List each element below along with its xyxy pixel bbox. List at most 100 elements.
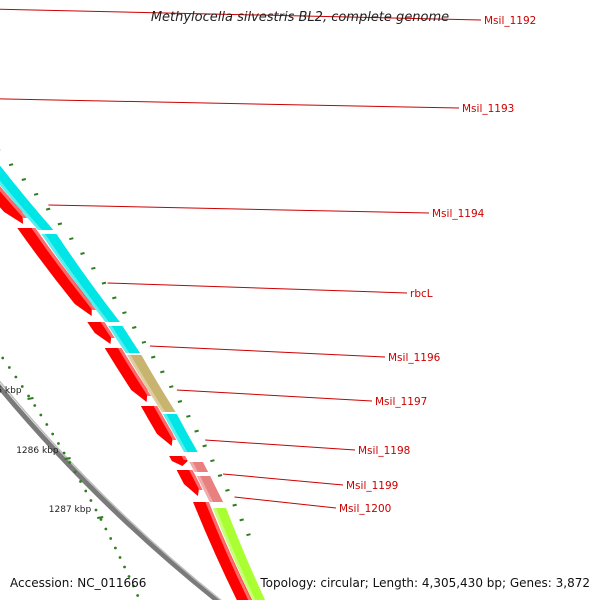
gene-label: Msil_1192 bbox=[484, 15, 536, 27]
gene-label: Msil_1197 bbox=[375, 396, 427, 408]
reverse-gene-shade-6 bbox=[162, 414, 188, 452]
scale-dot bbox=[45, 423, 49, 426]
gene-label: Msil_1193 bbox=[462, 103, 514, 115]
gene-leader-line bbox=[0, 98, 460, 109]
reverse-gene-shade-3 bbox=[41, 234, 110, 322]
gene-label: Msil_1198 bbox=[358, 445, 410, 457]
genome-backbone-highlight bbox=[0, 380, 222, 600]
scale-major-tick bbox=[97, 516, 104, 519]
scale-dot bbox=[109, 537, 113, 540]
scale-dash bbox=[246, 533, 251, 537]
scale-dot bbox=[99, 518, 103, 521]
scale-dot bbox=[1, 356, 5, 360]
reverse-gene-shade-5 bbox=[127, 355, 166, 412]
gene-leader-line bbox=[234, 496, 337, 509]
forward-gene-shade-7 bbox=[181, 456, 188, 460]
topology-label: Topology: circular; Length: 4,305,430 bp… bbox=[260, 576, 590, 590]
scale-dash bbox=[186, 414, 191, 418]
tick-label: 1287 kbp bbox=[49, 505, 92, 515]
scale-dot bbox=[7, 366, 11, 369]
scale-dash bbox=[45, 207, 51, 211]
reverse-gene-2 bbox=[0, 165, 54, 230]
gene-leader-line bbox=[222, 473, 344, 486]
scale-dot bbox=[123, 565, 126, 569]
scale-dash bbox=[122, 311, 127, 315]
scale-dot bbox=[89, 499, 93, 502]
scale-major-tick bbox=[64, 457, 71, 460]
scale-dash bbox=[141, 340, 147, 344]
scale-dot bbox=[127, 575, 131, 578]
scale-dash bbox=[112, 296, 117, 300]
reverse-gene-shade-4 bbox=[108, 326, 130, 353]
forward-gene-5 bbox=[104, 348, 148, 402]
forward-gene-shade-8 bbox=[189, 470, 203, 490]
reverse-gene-7 bbox=[189, 462, 209, 472]
scale-dot bbox=[104, 527, 108, 531]
scale-dot bbox=[14, 375, 18, 379]
scale-dash bbox=[202, 444, 207, 448]
forward-gene-shade-5 bbox=[117, 348, 152, 396]
scale-dot bbox=[79, 480, 82, 483]
gene-label: Msil_1200 bbox=[339, 503, 391, 515]
scale-dash bbox=[177, 400, 183, 403]
scale-dash bbox=[168, 385, 174, 389]
forward-gene-shade-3 bbox=[31, 228, 97, 310]
scale-dash bbox=[57, 222, 63, 226]
scale-dot bbox=[27, 394, 30, 398]
scale-dash bbox=[8, 163, 14, 167]
scale-dot bbox=[57, 442, 60, 445]
gene-leader-line bbox=[149, 345, 386, 358]
scale-dash bbox=[232, 503, 237, 507]
gene-label: Msil_1199 bbox=[346, 480, 398, 492]
reverse-gene-5 bbox=[127, 355, 176, 412]
forward-gene-shade-9 bbox=[205, 502, 252, 600]
forward-gene-3 bbox=[17, 228, 92, 316]
map-title: Methylocella silvestris BL2, complete ge… bbox=[150, 10, 450, 25]
gene-leader-line bbox=[107, 282, 408, 294]
scale-dash bbox=[21, 178, 27, 181]
gene-leader-line bbox=[205, 439, 356, 451]
tick-label: 1286 kbp bbox=[16, 446, 59, 456]
gene-label: Msil_1194 bbox=[432, 208, 485, 220]
scale-dot bbox=[39, 413, 43, 417]
scale-dash bbox=[160, 370, 165, 374]
forward-gene-shade-6 bbox=[153, 406, 177, 440]
reverse-gene-shade-9 bbox=[212, 508, 256, 600]
scale-dot bbox=[113, 546, 117, 550]
gene-label: rbcL bbox=[410, 288, 433, 300]
scale-dash bbox=[217, 474, 223, 477]
scale-dot bbox=[62, 451, 66, 455]
gene-label: Msil_1196 bbox=[388, 352, 441, 364]
scale-dash bbox=[33, 192, 39, 196]
scale-dot bbox=[33, 404, 37, 407]
reverse-gene-8 bbox=[196, 476, 224, 502]
scale-dot bbox=[136, 594, 140, 597]
reverse-gene-6 bbox=[162, 414, 198, 452]
scale-dash bbox=[210, 459, 215, 463]
scale-dash bbox=[101, 281, 107, 285]
scale-dash bbox=[239, 518, 244, 522]
genome-backbone bbox=[0, 383, 221, 600]
reverse-gene-3 bbox=[41, 234, 120, 322]
gene-leader-line bbox=[0, 8, 482, 21]
scale-dot bbox=[131, 584, 135, 588]
scale-dot bbox=[94, 508, 98, 512]
scale-dash bbox=[225, 488, 230, 492]
scale-dash bbox=[194, 429, 199, 433]
scale-dash bbox=[80, 252, 85, 255]
reverse-gene-9 bbox=[212, 508, 266, 600]
scale-dash bbox=[69, 237, 74, 241]
scale-dot bbox=[118, 556, 122, 559]
scale-major-tick bbox=[27, 397, 34, 400]
gene-leader-line bbox=[176, 389, 373, 402]
scale-dash bbox=[91, 266, 96, 270]
reverse-gene-shade-8 bbox=[196, 476, 214, 502]
scale-dot bbox=[51, 432, 55, 436]
accession-label: Accession: NC_011666 bbox=[10, 576, 147, 590]
reverse-gene-shade-7 bbox=[189, 462, 199, 472]
reverse-gene-4 bbox=[108, 326, 141, 353]
scale-dot bbox=[73, 470, 77, 474]
forward-gene-shade-4 bbox=[100, 322, 115, 338]
